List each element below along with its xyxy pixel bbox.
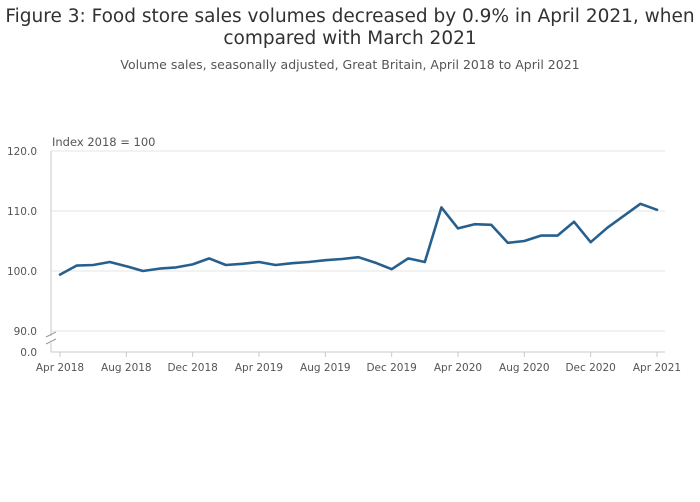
data-point [340,257,344,261]
data-point [257,260,261,264]
data-point [506,241,510,245]
data-point [224,263,228,267]
data-point [556,234,560,238]
series-layer [58,202,659,277]
y-tick-label: 90.0 [14,326,37,338]
data-point [522,239,526,243]
data-point [58,273,62,277]
data-point [357,255,361,259]
data-point [290,261,294,265]
data-point [456,226,460,230]
data-point [108,260,112,264]
data-point [174,265,178,269]
chart-title: Figure 3: Food store sales volumes decre… [5,6,695,49]
series-line-food-stores [58,202,659,276]
data-point [141,269,145,273]
data-point [124,264,128,268]
x-tick-label: Apr 2021 [633,362,681,374]
data-point [605,226,609,230]
data-point [572,220,576,224]
x-axis-ticks: Apr 2018 Aug 2018 Dec 2018 Apr 2019 Aug 2019… [36,352,681,374]
data-point [423,260,427,264]
x-tick-label: Apr 2020 [434,362,482,374]
data-point [406,256,410,260]
y-axis-label: Index 2018 = 100 [52,135,155,149]
data-point [439,205,443,209]
data-point [539,234,543,238]
data-point [638,202,642,206]
data-point [91,263,95,267]
data-point [274,263,278,267]
x-tick-label: Dec 2018 [167,362,217,374]
data-point [390,267,394,271]
y-axis-ticks: 120.0 110.0 100.0 90.0 0.0 [7,146,37,359]
data-point [589,240,593,244]
axes [45,151,665,353]
data-point [191,262,195,266]
data-point [158,267,162,271]
data-point [489,223,493,227]
x-tick-label: Dec 2020 [565,362,615,374]
data-point [323,258,327,262]
x-tick-label: Aug 2019 [300,362,351,374]
x-tick-label: Apr 2018 [36,362,84,374]
gridlines [51,150,665,332]
axis-break-mark [45,331,57,338]
axis-break-mark [45,338,57,345]
data-point [373,261,377,265]
data-point [473,222,477,226]
data-point [655,208,659,212]
x-tick-label: Aug 2020 [499,362,550,374]
x-tick-label: Dec 2019 [366,362,416,374]
chart-subtitle: Volume sales, seasonally adjusted, Great… [120,57,580,72]
y-tick-label: 100.0 [7,266,37,278]
y-tick-label: 0.0 [20,347,37,359]
data-point [622,214,626,218]
data-point [307,260,311,264]
x-tick-label: Aug 2018 [101,362,152,374]
data-point [75,264,79,268]
data-point [240,262,244,266]
y-tick-label: 120.0 [7,146,37,158]
x-tick-label: Apr 2019 [235,362,283,374]
y-tick-label: 110.0 [7,206,37,218]
data-point [207,256,211,260]
